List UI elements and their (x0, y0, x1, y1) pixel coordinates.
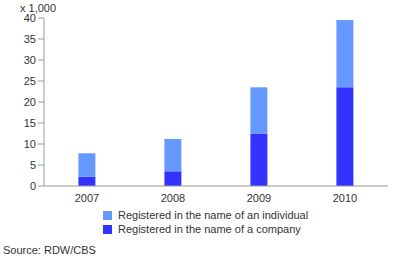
svg-text:5: 5 (30, 159, 36, 171)
html-text:x 1,000: x 1,000 (20, 2, 57, 14)
svg-text:40: 40 (24, 12, 36, 24)
svg-text:2008: 2008 (161, 192, 185, 204)
html-text:Registered in the name of a co: Registered in the name of a company (118, 223, 301, 235)
svg-text:2010: 2010 (333, 192, 357, 204)
svg-text:0: 0 (30, 180, 36, 192)
svg-text:25: 25 (24, 75, 36, 87)
svg-text:30: 30 (24, 54, 36, 66)
html-text:Registered in the name of an i: Registered in the name of an individual (118, 209, 309, 221)
svg-text:35: 35 (24, 33, 36, 45)
svg-text:20: 20 (24, 96, 36, 108)
svg-text:2007: 2007 (75, 192, 99, 204)
svg-text:15: 15 (24, 117, 36, 129)
svg-text:2009: 2009 (247, 192, 271, 204)
html-text:Source: RDW/CBS: Source: RDW/CBS (3, 244, 96, 256)
svg-text:10: 10 (24, 138, 36, 150)
